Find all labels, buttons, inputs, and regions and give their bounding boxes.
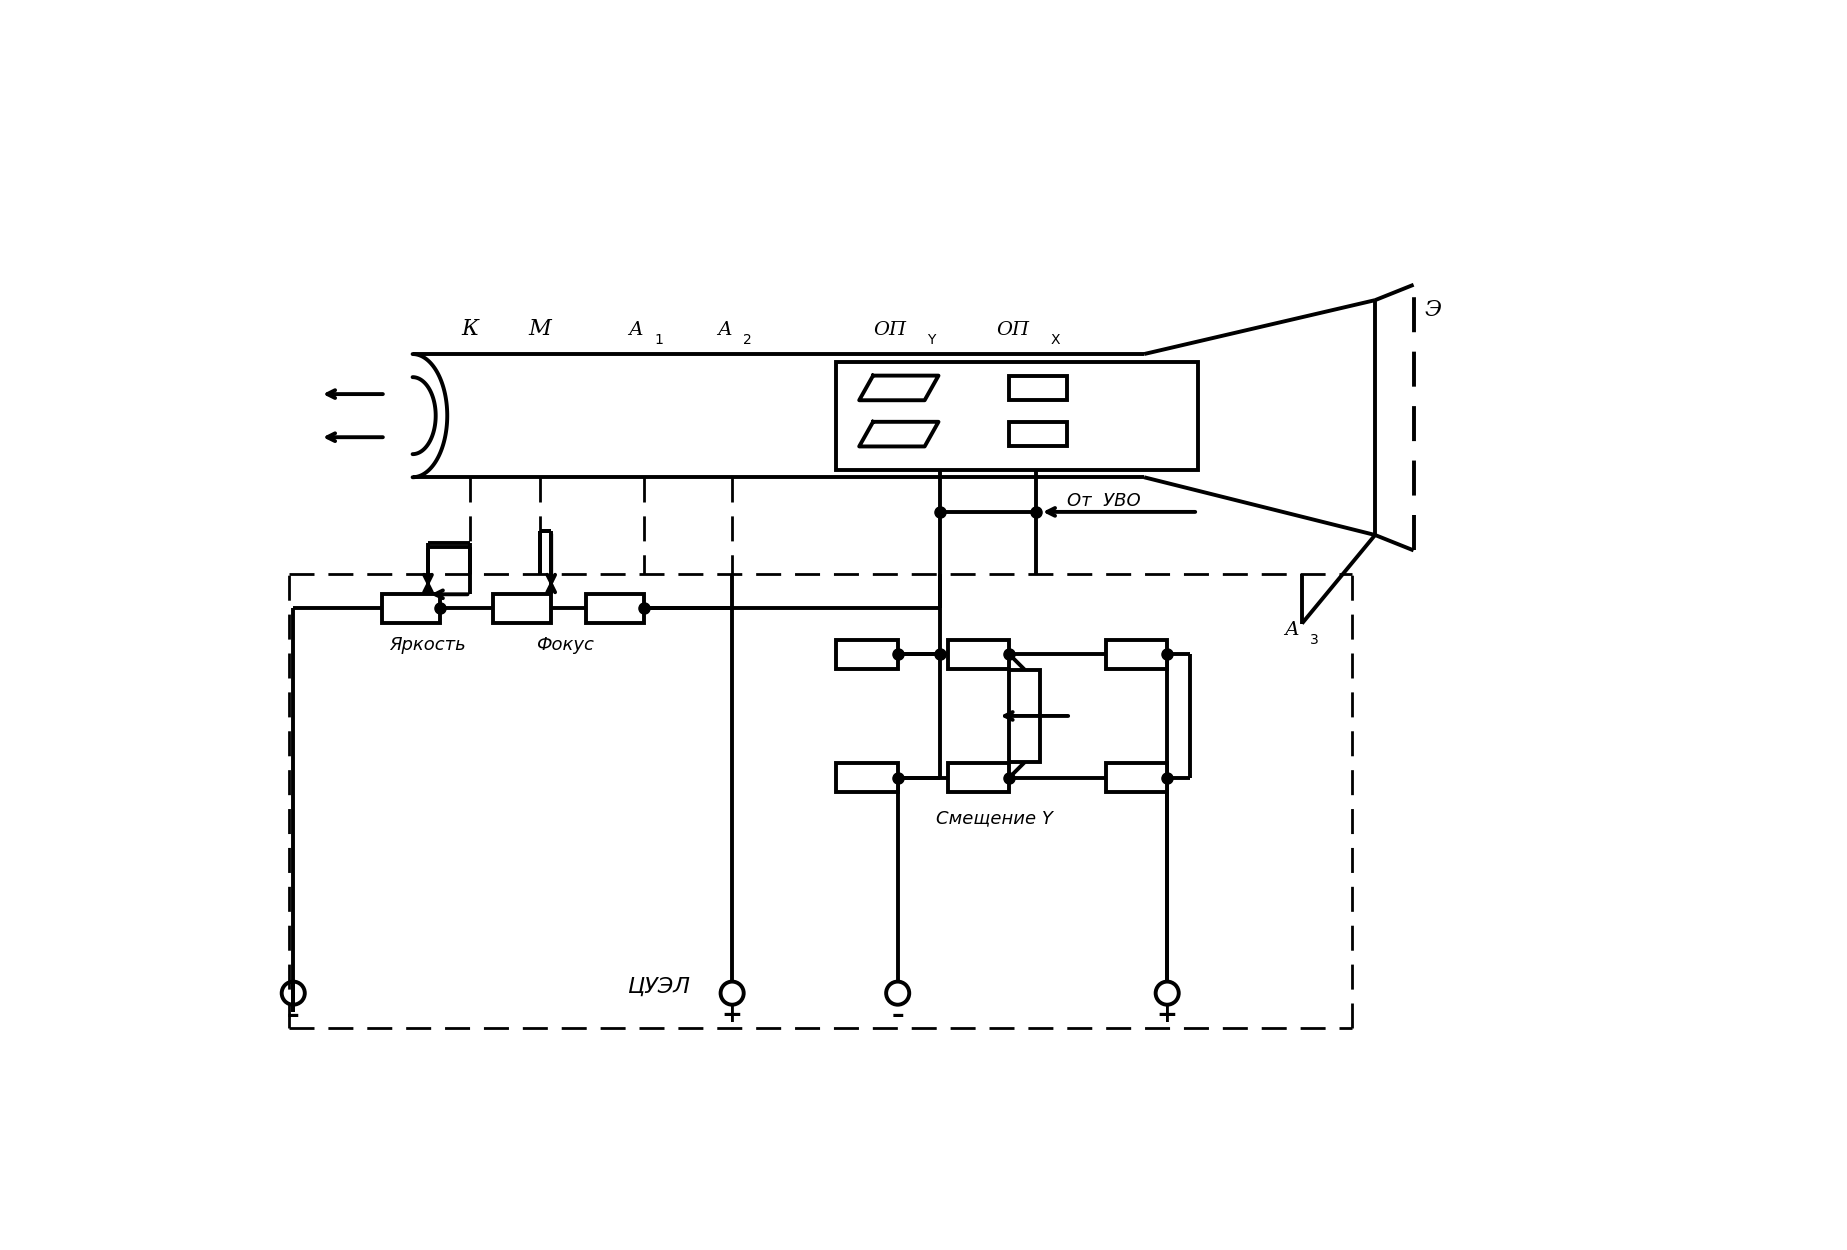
Text: –: – [286, 1004, 299, 1028]
Text: 2: 2 [742, 332, 752, 348]
Text: Яркость: Яркость [390, 636, 465, 655]
Text: 3: 3 [1310, 634, 1319, 648]
Bar [837, 762, 898, 792]
Bar [837, 640, 898, 669]
Text: –: – [892, 1004, 903, 1028]
Text: Y: Y [927, 332, 935, 348]
Text: Э: Э [1424, 299, 1441, 320]
Text: А: А [628, 321, 643, 339]
Text: А: А [1284, 621, 1298, 639]
Bar [1008, 670, 1040, 762]
Bar [837, 361, 1199, 470]
Bar [1106, 640, 1167, 669]
Text: Фокус: Фокус [536, 636, 593, 655]
Bar [1106, 762, 1167, 792]
Text: X: X [1051, 332, 1060, 348]
Bar [1008, 375, 1068, 400]
Bar [1008, 421, 1068, 446]
Text: Смещение Y: Смещение Y [936, 810, 1053, 828]
Text: +: + [1156, 1004, 1178, 1028]
Bar [948, 762, 1008, 792]
Bar [585, 594, 643, 622]
Bar [382, 594, 440, 622]
Text: ОП: ОП [874, 321, 907, 339]
Text: ЦУЭЛ: ЦУЭЛ [628, 978, 691, 998]
Text: 1: 1 [654, 332, 663, 348]
Text: М: М [528, 318, 550, 340]
Bar [948, 640, 1008, 669]
Text: +: + [722, 1004, 742, 1028]
Text: К: К [462, 318, 478, 340]
Bar [493, 594, 550, 622]
Text: А: А [717, 321, 731, 339]
Text: От  УВО: От УВО [1068, 491, 1141, 510]
Text: ОП: ОП [997, 321, 1029, 339]
